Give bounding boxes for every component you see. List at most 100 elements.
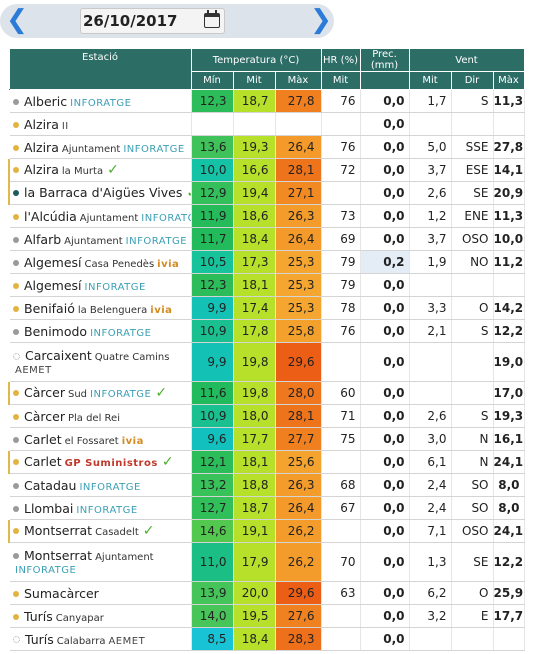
wind-dir: [451, 112, 494, 136]
station-cell[interactable]: Montserrat Ajuntament INFORATGE: [9, 542, 192, 582]
station-name[interactable]: Turís: [25, 631, 54, 647]
temp-min: 9,9: [191, 342, 234, 382]
station-cell[interactable]: Alberic INFORATGE: [9, 89, 192, 113]
station-name[interactable]: Carcaixent: [25, 348, 92, 363]
station-name[interactable]: Alberic: [24, 93, 68, 109]
station-cell[interactable]: Carcaixent Quatre Camins AEMET: [9, 342, 192, 382]
station-name[interactable]: Alfarb: [24, 231, 62, 247]
station-name[interactable]: Carlet: [24, 454, 62, 469]
station-cell[interactable]: Llombai INFORATGE: [9, 496, 192, 520]
wind-max: 24,1: [493, 450, 525, 474]
station-cell[interactable]: la Barraca d'Aigües Vives✓: [8, 181, 192, 205]
date-input[interactable]: 26/10/2017: [80, 8, 225, 34]
status-dot-icon: [13, 505, 19, 512]
table-row[interactable]: Càrcer Pla del Rei 10,9 18,0 28,1 71 0,0 2,6 S 19…: [9, 404, 525, 428]
table-row[interactable]: Llombai INFORATGE 12,7 18,7 26,4 67 0,0 2,4 SO 8,…: [9, 496, 525, 520]
station-cell[interactable]: Algemesí INFORATGE: [9, 273, 192, 297]
station-name[interactable]: l'Alcúdia: [24, 208, 77, 224]
station-cell[interactable]: Benimodo INFORATGE: [9, 319, 192, 343]
status-dot-icon: [13, 482, 19, 489]
station-location: Casa Penedès: [84, 258, 155, 270]
humidity: [321, 342, 361, 382]
station-cell[interactable]: Carlet GP Suministros ✓: [8, 450, 192, 474]
station-cell[interactable]: Alzira Ajuntament INFORATGE: [9, 135, 192, 159]
station-name[interactable]: Benimodo: [24, 323, 88, 339]
station-cell[interactable]: Sumacàrcer: [9, 581, 192, 605]
wind-mit: 2,6: [409, 181, 452, 205]
table-row[interactable]: Alzira la Murta ✓ 10,0 16,6 28,1 72 0,0 3,7 ESE 14…: [8, 158, 525, 182]
table-row[interactable]: Benifaió la Belenguera ivia 9,9 17,4 25,3 78 0,…: [9, 296, 525, 320]
table-row[interactable]: Algemesí Casa Penedès ivia 10,5 17,3 25,3 79 0,…: [9, 250, 525, 274]
station-name[interactable]: Montserrat: [24, 548, 93, 563]
station-name[interactable]: Càrcer: [24, 408, 65, 424]
station-cell[interactable]: Alzira II: [9, 112, 192, 136]
col-tmax: Màx: [274, 71, 322, 90]
temp-mit: 18,0: [233, 404, 276, 428]
status-dot-icon: [13, 98, 19, 105]
station-name[interactable]: Benifaió: [24, 300, 75, 316]
table-row[interactable]: Montserrat Casadelt ✓ 14,6 19,1 26,2 0,0 7,1 OSO…: [8, 519, 525, 543]
station-cell[interactable]: Turís Calabarra AEMET: [9, 627, 192, 651]
station-name[interactable]: Algemesí: [24, 277, 82, 293]
table-row[interactable]: Alzira Ajuntament INFORATGE 13,6 19,3 26,4 76 0…: [9, 135, 525, 159]
source-logo: AEMET: [108, 635, 146, 647]
table-row[interactable]: Càrcer Sud INFORATGE ✓ 11,6 19,8 28,0 60 0,0 17,0: [8, 381, 525, 405]
col-tmin: Mín: [190, 71, 234, 90]
precipitation: 0,0: [360, 342, 410, 382]
station-name[interactable]: la Barraca d'Aigües Vives: [24, 185, 183, 200]
station-cell[interactable]: Montserrat Casadelt ✓: [8, 519, 192, 543]
wind-max: 19,0: [493, 342, 525, 382]
temp-mit: 19,1: [233, 519, 276, 543]
table-row[interactable]: Catadau INFORATGE 13,2 18,8 26,3 68 0,0 2,4 SO 8,…: [9, 473, 525, 497]
calendar-icon[interactable]: [204, 10, 220, 28]
table-row[interactable]: Montserrat Ajuntament INFORATGE 11,0 17,9 26,…: [9, 542, 525, 582]
wind-max: [493, 627, 525, 651]
status-dot-icon: [13, 436, 19, 443]
station-name[interactable]: Catadau: [24, 477, 77, 493]
wind-max: 17,0: [493, 381, 525, 405]
station-name[interactable]: Algemesí: [24, 254, 82, 270]
station-cell[interactable]: Càrcer Sud INFORATGE ✓: [8, 381, 192, 405]
humidity: 79: [321, 250, 361, 274]
chevron-right-icon[interactable]: ❯: [310, 5, 332, 35]
temp-max: 26,4: [275, 135, 322, 159]
station-cell[interactable]: Catadau INFORATGE: [9, 473, 192, 497]
station-name[interactable]: Llombai: [24, 500, 74, 516]
col-wind: Vent: [408, 48, 525, 72]
station-location: Ajuntament: [61, 143, 121, 155]
table-row[interactable]: la Barraca d'Aigües Vives✓12,919,427,1 0,…: [8, 181, 525, 205]
station-cell[interactable]: Alzira la Murta ✓: [8, 158, 192, 182]
table-row[interactable]: Alfarb Ajuntament INFORATGE 11,7 18,4 26,4 69 0…: [9, 227, 525, 251]
table-row[interactable]: Carlet GP Suministros ✓ 12,1 18,1 25,6 0,0 6,1 N…: [8, 450, 525, 474]
station-cell[interactable]: Algemesí Casa Penedès ivia: [9, 250, 192, 274]
station-name[interactable]: Montserrat: [24, 523, 93, 538]
table-row[interactable]: Turís Canyapar 14,0 19,5 27,6 0,0 3,2 E 17,7: [9, 604, 525, 628]
table-row[interactable]: l'AlcúdiaAjuntamentINFORATGE11,918,626,3…: [9, 204, 525, 228]
temp-mit: 17,3: [233, 250, 276, 274]
station-cell[interactable]: Benifaió la Belenguera ivia: [9, 296, 192, 320]
table-row[interactable]: Carlet el Fossaret ivia 9,6 17,7 27,7 75 0,0 3,0…: [9, 427, 525, 451]
table-row[interactable]: Turís Calabarra AEMET 8,5 18,4 28,3 0,0: [9, 627, 525, 651]
table-row[interactable]: Algemesí INFORATGE 12,3 18,1 25,3 79 0,0: [9, 273, 525, 297]
station-name[interactable]: Alzira: [24, 162, 59, 177]
station-cell[interactable]: Carlet el Fossaret ivia: [9, 427, 192, 451]
station-cell[interactable]: Alfarb Ajuntament INFORATGE: [9, 227, 192, 251]
table-row[interactable]: Alzira II 0,0: [9, 112, 525, 136]
station-cell[interactable]: l'AlcúdiaAjuntamentINFORATGE: [9, 204, 192, 228]
table-row[interactable]: Alberic INFORATGE 12,3 18,7 27,8 76 0,0 1,7 S 11,…: [9, 89, 525, 113]
chevron-left-icon[interactable]: ❮: [6, 5, 28, 35]
station-name[interactable]: Turís: [24, 608, 53, 624]
station-name[interactable]: Alzira: [24, 139, 59, 155]
station-name[interactable]: Carlet: [24, 431, 62, 447]
station-name[interactable]: Alzira: [24, 116, 59, 132]
source-logo: INFORATGE: [79, 481, 141, 493]
table-row[interactable]: Sumacàrcer 13,9 20,0 29,6 63 0,0 6,2 O 25,9: [9, 581, 525, 605]
station-name[interactable]: Càrcer: [24, 385, 65, 400]
wind-max: 12,2: [493, 319, 525, 343]
station-name[interactable]: Sumacàrcer: [24, 585, 99, 601]
table-row[interactable]: Benimodo INFORATGE 10,9 17,8 25,8 76 0,0 2,1 S 12…: [9, 319, 525, 343]
temp-max: 27,7: [275, 427, 322, 451]
station-cell[interactable]: Turís Canyapar: [9, 604, 192, 628]
table-row[interactable]: Carcaixent Quatre Camins AEMET 9,9 19,8 29,6 0…: [9, 342, 525, 382]
station-cell[interactable]: Càrcer Pla del Rei: [9, 404, 192, 428]
